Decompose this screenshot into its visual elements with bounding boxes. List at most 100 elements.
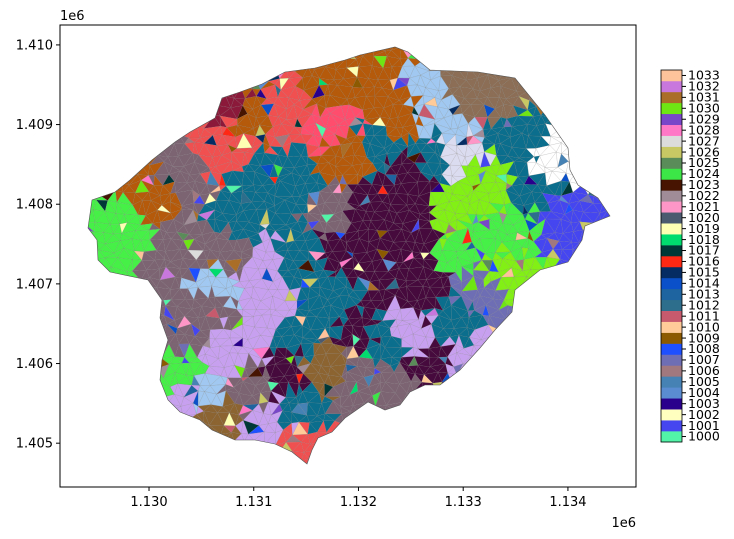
mesh-triangle [371, 184, 384, 195]
mesh-triangle [411, 106, 420, 116]
mesh-triangle [179, 170, 190, 184]
mesh-triangle [495, 164, 507, 177]
mesh-triangle [307, 146, 322, 158]
mesh-triangle [288, 97, 300, 105]
mesh-triangle [356, 135, 366, 143]
colorbar-swatch [661, 310, 682, 322]
mesh-triangle [564, 209, 573, 224]
mesh-triangle [265, 228, 276, 239]
mesh-triangle [148, 191, 161, 201]
mesh-triangle [94, 231, 106, 245]
mesh-triangle [366, 248, 378, 262]
mesh-triangle [259, 124, 274, 135]
mesh-triangle [159, 221, 167, 233]
mesh-triangle [420, 162, 435, 177]
mesh-triangle [509, 126, 523, 138]
mesh-triangle [386, 135, 402, 143]
mesh-triangle [105, 252, 119, 259]
mesh-triangle [165, 231, 178, 240]
mesh-triangle [483, 151, 497, 167]
mesh-triangle [255, 104, 269, 118]
mesh-triangle [401, 223, 412, 234]
colorbar-swatch [661, 124, 682, 136]
mesh-triangle [278, 108, 287, 120]
mesh-triangle [277, 172, 293, 182]
mesh-triangle [354, 208, 367, 222]
mesh-triangle [539, 151, 557, 168]
mesh-triangle [311, 84, 325, 100]
mesh-triangle [466, 142, 483, 155]
mesh-triangle [192, 180, 201, 196]
mesh-triangle [188, 234, 203, 240]
mesh-triangle [377, 185, 389, 195]
mesh-triangle [277, 89, 290, 98]
mesh-triangle [382, 55, 393, 69]
mesh-triangle [401, 126, 410, 138]
mesh-triangle [280, 85, 296, 99]
mesh-triangle [291, 196, 301, 205]
mesh-triangle [297, 259, 315, 273]
mesh-triangle [288, 77, 304, 87]
mesh-triangle [225, 185, 243, 194]
mesh-triangle [182, 238, 195, 251]
mesh-triangle [434, 117, 445, 124]
mesh-triangle [541, 248, 554, 258]
mesh-triangle [430, 132, 443, 143]
mesh-triangle [494, 143, 501, 156]
mesh-triangle [308, 250, 326, 262]
mesh-triangle [219, 107, 238, 120]
mesh-triangle [400, 241, 413, 253]
mesh-triangle [327, 79, 338, 86]
mesh-triangle [120, 238, 133, 249]
mesh-triangle [346, 57, 357, 69]
mesh-triangle [422, 87, 436, 98]
mesh-triangle [300, 155, 309, 166]
mesh-triangle [414, 203, 430, 215]
mesh-triangle [560, 192, 574, 204]
mesh-triangle [352, 183, 369, 196]
colorbar-swatch [661, 113, 682, 126]
mesh-triangle [375, 148, 388, 157]
mesh-triangle [212, 154, 222, 168]
mesh-triangle [518, 95, 530, 111]
mesh-triangle [254, 171, 270, 186]
mesh-triangle [233, 249, 243, 260]
mesh-triangle [544, 170, 553, 186]
colorbar-swatch [661, 409, 682, 421]
mesh-triangle [221, 127, 237, 138]
mesh-triangle [319, 66, 335, 81]
mesh-triangle [210, 171, 222, 187]
mesh-triangle [252, 242, 267, 253]
mesh-triangle [179, 240, 189, 251]
colorbar-swatch [661, 245, 682, 257]
mesh-triangle [95, 199, 108, 212]
mesh-triangle [265, 237, 276, 253]
mesh-triangle [532, 105, 542, 117]
mesh-triangle [379, 237, 394, 253]
mesh-triangle [209, 249, 221, 260]
mesh-triangle [506, 202, 524, 215]
mesh-triangle [420, 74, 431, 89]
mesh-triangle [333, 78, 344, 86]
mesh-triangle [554, 218, 564, 234]
mesh-triangle [565, 172, 575, 183]
mesh-triangle [123, 247, 135, 261]
mesh-triangle [319, 113, 331, 130]
mesh-triangle [389, 66, 399, 81]
mesh-triangle [329, 105, 346, 121]
colorbar-swatch [661, 201, 682, 213]
mesh-triangle [389, 117, 398, 129]
colorbar-swatch [661, 135, 682, 147]
mesh-triangle [217, 251, 226, 262]
mesh-triangle [521, 237, 529, 249]
mesh-triangle [572, 209, 584, 223]
mesh-triangle [451, 75, 467, 88]
mesh-triangle [167, 155, 179, 167]
mesh-triangle [290, 228, 303, 242]
mesh-triangle [552, 248, 563, 260]
mesh-triangle [452, 104, 463, 116]
mesh-triangle [420, 252, 431, 260]
mesh-triangle [236, 133, 253, 149]
